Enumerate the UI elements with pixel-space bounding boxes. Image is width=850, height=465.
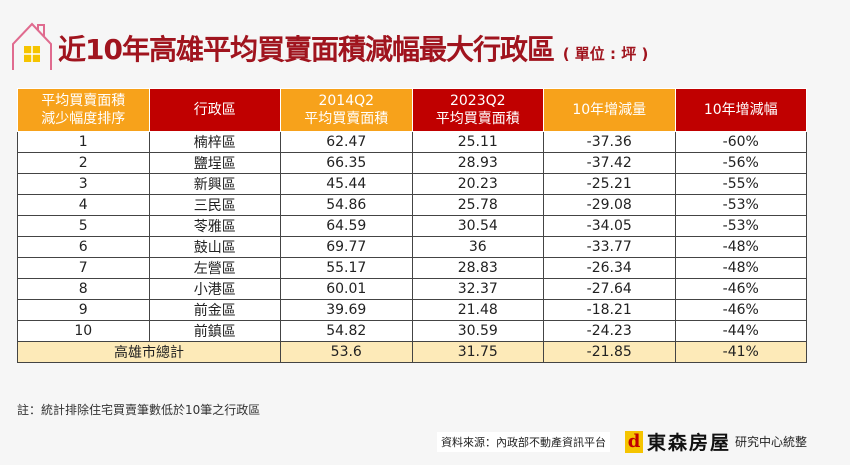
table-cell: -44% <box>674 320 807 342</box>
table-cell: 30.54 <box>411 215 544 237</box>
table-cell: -18.21 <box>543 299 676 321</box>
total-cell: 高雄市總計 <box>17 341 281 363</box>
data-table: 平均買賣面積 減少幅度排序 行政區 2014Q2 平均買賣面積 2023Q2 平均買賣… <box>17 88 807 363</box>
total-cell: 53.6 <box>280 341 413 363</box>
brand-suffix: 研究中心統整 <box>735 435 808 449</box>
table-cell: 1 <box>17 131 150 153</box>
table-cell: 苓雅區 <box>148 215 281 237</box>
table-cell: -24.23 <box>543 320 676 342</box>
table-row: 5 苓雅區 64.59 30.54 -34.05 -53% <box>17 215 807 237</box>
column-header: 10年增減量 <box>543 88 676 132</box>
table-cell: -26.34 <box>543 257 676 279</box>
table-cell: 25.11 <box>411 131 544 153</box>
table-cell: 左營區 <box>148 257 281 279</box>
table-cell: -29.08 <box>543 194 676 216</box>
table-cell: -34.05 <box>543 215 676 237</box>
table-cell: 鼓山區 <box>148 236 281 258</box>
table-cell: 28.83 <box>411 257 544 279</box>
table-cell: 2 <box>17 152 150 174</box>
table-cell: 21.48 <box>411 299 544 321</box>
column-header: 2014Q2 平均買賣面積 <box>280 88 413 132</box>
table-cell: 60.01 <box>280 278 413 300</box>
table-cell: -60% <box>674 131 807 153</box>
table-cell: -37.42 <box>543 152 676 174</box>
column-header: 平均買賣面積 減少幅度排序 <box>17 88 150 132</box>
table-cell: 8 <box>17 278 150 300</box>
table-row: 1 楠梓區 62.47 25.11 -37.36 -60% <box>17 131 807 153</box>
unit-label: ( 單位 : 坪 ) <box>562 45 649 63</box>
table-cell: 7 <box>17 257 150 279</box>
table-cell: 62.47 <box>280 131 413 153</box>
table-cell: 3 <box>17 173 150 195</box>
table-cell: 4 <box>17 194 150 216</box>
table-cell: -37.36 <box>543 131 676 153</box>
table-cell: 28.93 <box>411 152 544 174</box>
header-row: 平均買賣面積 減少幅度排序 行政區 2014Q2 平均買賣面積 2023Q2 平均買賣… <box>17 88 807 132</box>
footnote: 註：統計排除住宅買賣筆數低於10筆之行政區 <box>17 403 261 417</box>
table-cell: -48% <box>674 236 807 258</box>
table-cell: 55.17 <box>280 257 413 279</box>
source-label: 資料來源：內政部不動產資訊平台 <box>437 432 610 452</box>
table-row: 2 鹽埕區 66.35 28.93 -37.42 -56% <box>17 152 807 174</box>
table-cell: -27.64 <box>543 278 676 300</box>
column-header: 行政區 <box>148 88 281 132</box>
table-cell: -46% <box>674 299 807 321</box>
table-cell: 前金區 <box>148 299 281 321</box>
table-cell: -33.77 <box>543 236 676 258</box>
table-cell: 20.23 <box>411 173 544 195</box>
house-icon <box>12 22 52 70</box>
table-cell: 6 <box>17 236 150 258</box>
table-cell: 64.59 <box>280 215 413 237</box>
table-cell: 39.69 <box>280 299 413 321</box>
table-cell: 小港區 <box>148 278 281 300</box>
table-cell: 54.82 <box>280 320 413 342</box>
table-row: 7 左營區 55.17 28.83 -26.34 -48% <box>17 257 807 279</box>
total-cell: -41% <box>674 341 807 363</box>
total-row: 高雄市總計 53.6 31.75 -21.85 -41% <box>17 341 807 363</box>
table-cell: 三民區 <box>148 194 281 216</box>
table-cell: 10 <box>17 320 150 342</box>
table-row: 10 前鎮區 54.82 30.59 -24.23 -44% <box>17 320 807 342</box>
table-cell: 36 <box>411 236 544 258</box>
brand-name: 東森房屋 <box>647 432 732 454</box>
table-cell: 鹽埕區 <box>148 152 281 174</box>
table-cell: 66.35 <box>280 152 413 174</box>
table-row: 4 三民區 54.86 25.78 -29.08 -53% <box>17 194 807 216</box>
table-cell: 69.77 <box>280 236 413 258</box>
table-cell: 楠梓區 <box>148 131 281 153</box>
table-cell: 25.78 <box>411 194 544 216</box>
table-cell: -46% <box>674 278 807 300</box>
total-cell: 31.75 <box>411 341 544 363</box>
column-header: 10年增減幅 <box>674 88 807 132</box>
table-cell: -53% <box>674 215 807 237</box>
column-header: 2023Q2 平均買賣面積 <box>411 88 544 132</box>
brand-logo: d 東森房屋 研究中心統整 <box>625 428 807 455</box>
table-cell: 5 <box>17 215 150 237</box>
table-row: 8 小港區 60.01 32.37 -27.64 -46% <box>17 278 807 300</box>
table-cell: 前鎮區 <box>148 320 281 342</box>
table-cell: 54.86 <box>280 194 413 216</box>
page-title: 近10年高雄平均買賣面積減幅最大行政區 ( 單位 : 坪 ) <box>58 28 648 68</box>
table-cell: 32.37 <box>411 278 544 300</box>
table-cell: 30.59 <box>411 320 544 342</box>
table-row: 9 前金區 39.69 21.48 -18.21 -46% <box>17 299 807 321</box>
table-cell: -55% <box>674 173 807 195</box>
table-cell: 新興區 <box>148 173 281 195</box>
table-cell: -56% <box>674 152 807 174</box>
table-cell: -25.21 <box>543 173 676 195</box>
total-cell: -21.85 <box>543 341 676 363</box>
table-cell: 9 <box>17 299 150 321</box>
brand-mark-icon: d <box>625 430 643 453</box>
table-cell: 45.44 <box>280 173 413 195</box>
table-row: 6 鼓山區 69.77 36 -33.77 -48% <box>17 236 807 258</box>
table-row: 3 新興區 45.44 20.23 -25.21 -55% <box>17 173 807 195</box>
table-cell: -48% <box>674 257 807 279</box>
table-cell: -53% <box>674 194 807 216</box>
title-text: 近10年高雄平均買賣面積減幅最大行政區 <box>58 33 555 66</box>
